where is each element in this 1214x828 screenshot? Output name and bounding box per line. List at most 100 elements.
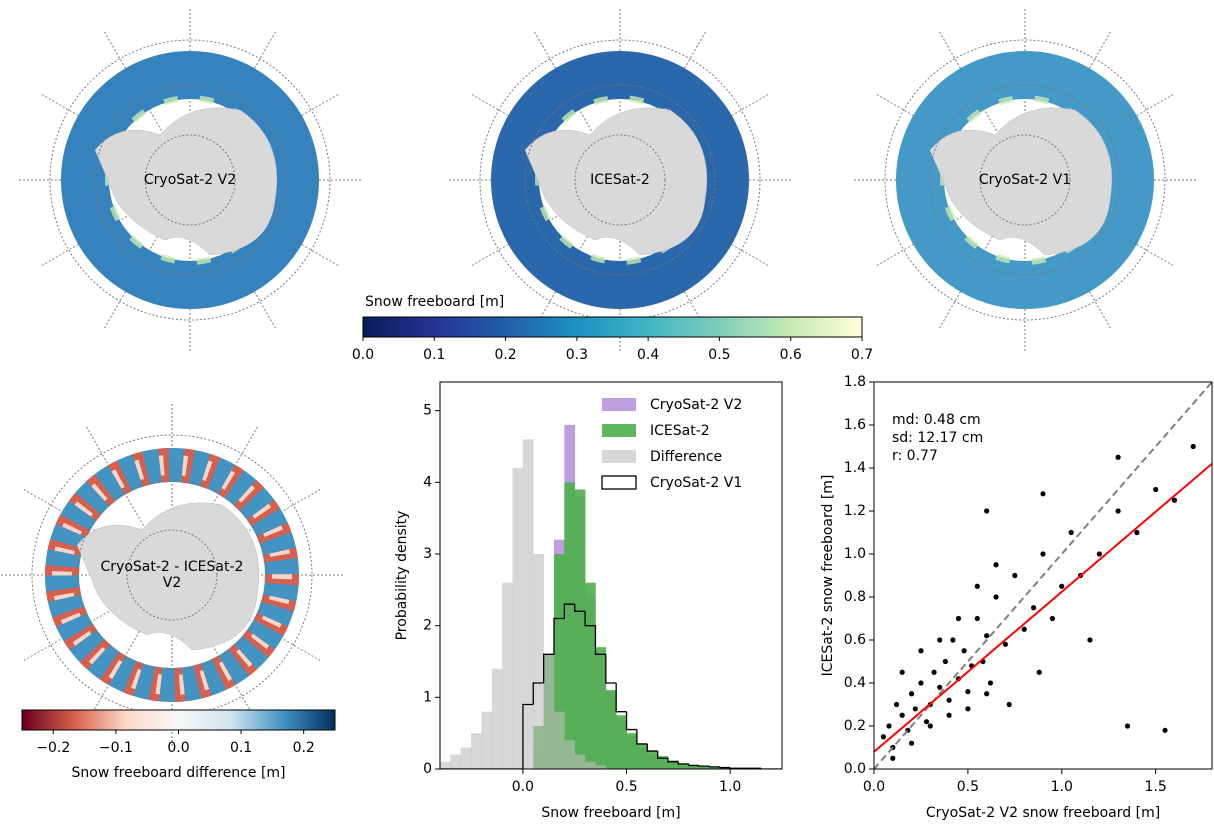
colorbar-tick-label: 0.0 bbox=[352, 347, 374, 363]
map-label: CryoSat-2 V2 bbox=[144, 172, 236, 188]
map-label: V2 bbox=[163, 575, 181, 591]
y-tick-label: 1.6 bbox=[844, 417, 866, 433]
legend-label: ICESat-2 bbox=[650, 423, 710, 439]
scatter-point bbox=[965, 689, 971, 695]
graticule bbox=[929, 84, 1121, 276]
colorbar-label: Snow freeboard difference [m] bbox=[72, 765, 286, 781]
y-tick-label: 1.8 bbox=[844, 374, 866, 390]
histogram-step bbox=[646, 743, 658, 752]
scatter-point bbox=[1087, 637, 1093, 643]
scatter-point bbox=[984, 508, 990, 514]
scatter-point bbox=[1134, 529, 1140, 536]
legend-label: CryoSat-2 V2 bbox=[650, 397, 742, 413]
colorbar-tick-label: −0.2 bbox=[36, 740, 70, 756]
x-tick-label: 0.5 bbox=[615, 779, 637, 795]
legend-label: CryoSat-2 V1 bbox=[650, 475, 742, 491]
histogram-bar bbox=[574, 754, 586, 769]
histogram-step bbox=[532, 682, 544, 705]
x-tick-label: 0.0 bbox=[863, 779, 885, 795]
histogram-bar bbox=[512, 468, 524, 769]
histogram-bar bbox=[636, 743, 648, 769]
histogram-bar bbox=[471, 733, 482, 769]
axes-frame bbox=[439, 381, 783, 770]
scatter-point bbox=[946, 712, 952, 718]
polar-map: ICESat-2 bbox=[448, 8, 792, 352]
graticule bbox=[126, 529, 218, 621]
y-tick-label: 1.4 bbox=[844, 460, 866, 476]
sea-ice-ring bbox=[61, 51, 319, 309]
legend-swatch bbox=[602, 450, 636, 463]
histogram-step bbox=[615, 683, 627, 713]
sea-ice-ring bbox=[896, 51, 1154, 309]
polar-map: CryoSat-2 V2 bbox=[18, 8, 362, 352]
graticule bbox=[938, 30, 1003, 142]
histogram-bar bbox=[605, 690, 617, 769]
histogram-step bbox=[667, 758, 679, 763]
scatter-point bbox=[1012, 572, 1018, 579]
y-tick-label: 0.2 bbox=[844, 718, 866, 734]
plot-area bbox=[874, 382, 1212, 769]
scatter-point bbox=[1040, 491, 1046, 497]
plot-area bbox=[440, 425, 782, 769]
histogram-bar bbox=[647, 751, 658, 769]
scatter-point bbox=[912, 706, 918, 712]
histogram-bar bbox=[668, 760, 679, 769]
graticule bbox=[85, 425, 150, 537]
continent bbox=[76, 502, 260, 651]
colorbar-tick-label: 0.5 bbox=[708, 347, 730, 363]
scatter-point bbox=[1059, 583, 1065, 589]
scatter-point bbox=[984, 691, 990, 697]
histogram-bar bbox=[543, 654, 555, 769]
y-tick-label: 0.0 bbox=[844, 761, 866, 777]
y-tick-label: 0 bbox=[423, 761, 432, 777]
scatter-point bbox=[927, 723, 933, 729]
histogram-bar bbox=[554, 711, 565, 769]
polar-map: CryoSat-2 - ICESat-2V2 bbox=[0, 403, 344, 747]
y-tick-label: 2 bbox=[423, 618, 432, 634]
graticule bbox=[49, 39, 331, 321]
y-tick-label: 3 bbox=[423, 546, 432, 562]
scatter-point bbox=[987, 680, 994, 686]
x-axis-label: Snow freeboard [m] bbox=[541, 805, 680, 821]
scatter-point bbox=[974, 615, 980, 622]
scatter-point bbox=[1115, 508, 1121, 514]
x-tick-label: 1.0 bbox=[719, 779, 741, 795]
scatter-point bbox=[1021, 626, 1027, 632]
scatter-point bbox=[1040, 551, 1046, 557]
histogram-bar bbox=[709, 766, 721, 769]
colorbar-tick-label: 0.1 bbox=[423, 347, 445, 363]
histogram-bar bbox=[502, 582, 513, 769]
histogram-step bbox=[542, 653, 554, 683]
scatter-point bbox=[961, 648, 967, 654]
map-label: CryoSat-2 - ICESat-2 bbox=[101, 559, 244, 575]
graticule bbox=[979, 134, 1071, 226]
scatter-point bbox=[1002, 641, 1009, 647]
scatter-point bbox=[1162, 727, 1168, 733]
y-tick-label: 1.0 bbox=[844, 546, 866, 562]
histogram-bar bbox=[564, 740, 576, 769]
legend-label: Difference bbox=[650, 449, 722, 465]
scatter-point bbox=[918, 648, 924, 654]
graticule bbox=[938, 218, 1003, 330]
continent bbox=[524, 107, 708, 256]
legend-swatch bbox=[602, 398, 636, 411]
graticule bbox=[103, 218, 168, 330]
scatter-point bbox=[908, 740, 915, 746]
sea-ice-ring bbox=[491, 51, 749, 309]
y-tick-label: 1 bbox=[423, 689, 432, 705]
histogram-bar bbox=[481, 711, 493, 769]
scatter-point bbox=[942, 658, 948, 665]
graticule bbox=[144, 134, 236, 226]
legend-swatch bbox=[602, 424, 636, 437]
scatter-point bbox=[931, 669, 937, 675]
scatter-point bbox=[923, 719, 930, 725]
histogram-bar bbox=[585, 582, 596, 769]
axes-frame bbox=[873, 381, 1213, 770]
histogram-step bbox=[594, 625, 606, 655]
histogram-bar bbox=[626, 733, 638, 769]
histogram-bar bbox=[699, 766, 710, 769]
y-tick-label: 5 bbox=[423, 403, 432, 419]
scatter-point bbox=[893, 701, 900, 708]
histogram-step bbox=[729, 767, 741, 769]
